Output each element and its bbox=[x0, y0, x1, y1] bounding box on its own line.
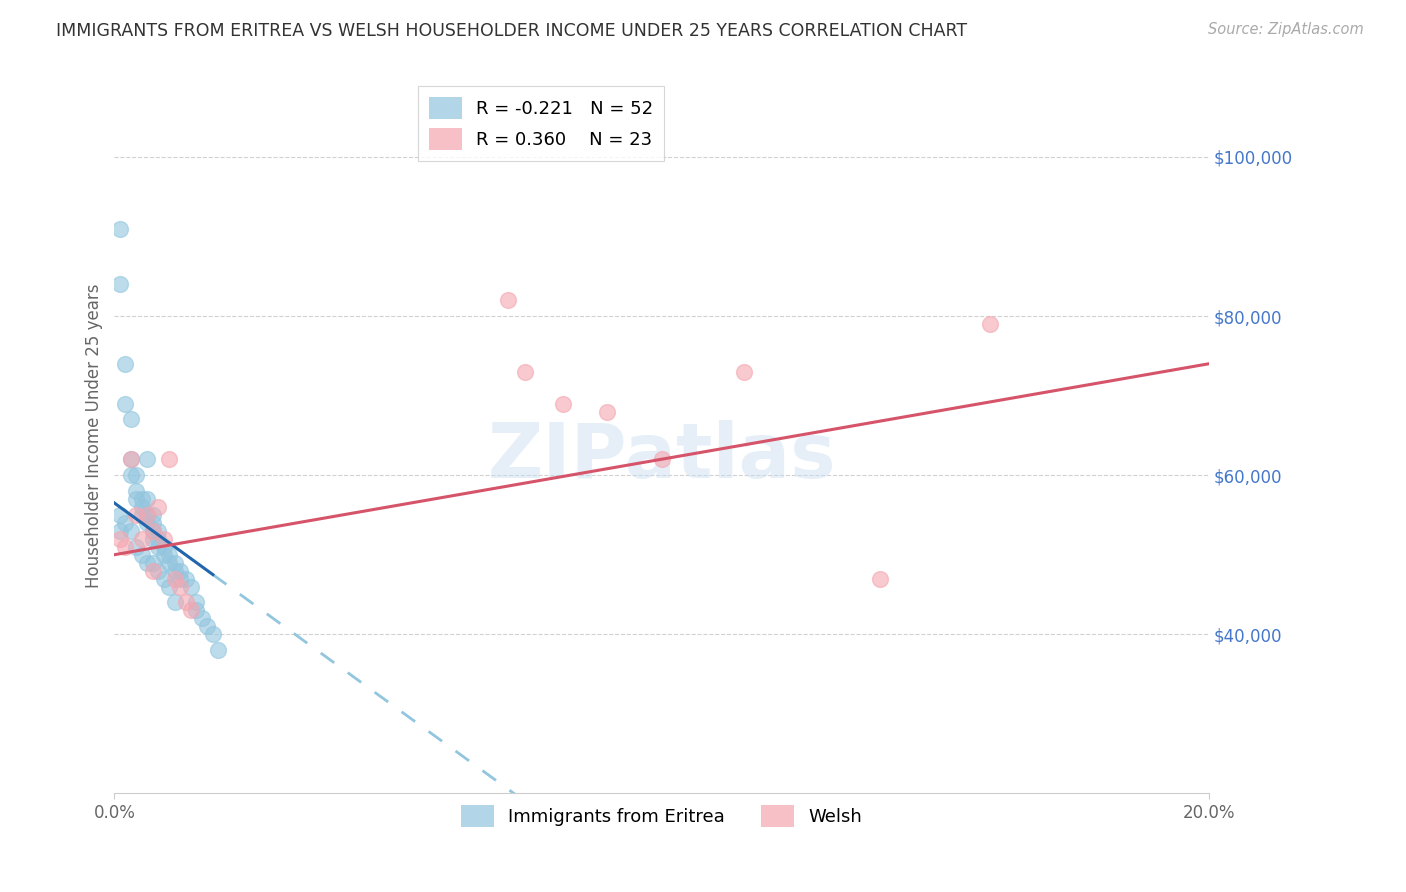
Point bbox=[120, 468, 142, 483]
Point bbox=[108, 532, 131, 546]
Point bbox=[125, 484, 148, 499]
Point bbox=[142, 564, 165, 578]
Point bbox=[174, 572, 197, 586]
Point bbox=[207, 643, 229, 657]
Point bbox=[114, 540, 136, 554]
Point bbox=[152, 540, 174, 554]
Point bbox=[180, 603, 202, 617]
Point bbox=[169, 580, 191, 594]
Point bbox=[157, 452, 180, 467]
Point bbox=[142, 524, 165, 538]
Point bbox=[551, 396, 574, 410]
Point bbox=[125, 468, 148, 483]
Point bbox=[979, 317, 1001, 331]
Point bbox=[108, 221, 131, 235]
Point bbox=[114, 516, 136, 530]
Point bbox=[136, 556, 159, 570]
Point bbox=[169, 572, 191, 586]
Point bbox=[869, 572, 891, 586]
Point bbox=[163, 595, 186, 609]
Point bbox=[180, 580, 202, 594]
Point bbox=[201, 627, 224, 641]
Point bbox=[125, 540, 148, 554]
Point bbox=[157, 548, 180, 562]
Point bbox=[131, 491, 153, 506]
Point bbox=[136, 508, 159, 522]
Point bbox=[148, 524, 170, 538]
Point bbox=[191, 611, 214, 625]
Point bbox=[108, 508, 131, 522]
Point bbox=[125, 508, 148, 522]
Point bbox=[498, 293, 520, 308]
Point bbox=[186, 595, 208, 609]
Point bbox=[125, 491, 148, 506]
Point bbox=[163, 564, 186, 578]
Y-axis label: Householder Income Under 25 years: Householder Income Under 25 years bbox=[86, 283, 103, 588]
Point bbox=[131, 500, 153, 514]
Text: IMMIGRANTS FROM ERITREA VS WELSH HOUSEHOLDER INCOME UNDER 25 YEARS CORRELATION C: IMMIGRANTS FROM ERITREA VS WELSH HOUSEHO… bbox=[56, 22, 967, 40]
Point bbox=[136, 516, 159, 530]
Point bbox=[733, 365, 755, 379]
Point bbox=[513, 365, 536, 379]
Point bbox=[131, 548, 153, 562]
Point bbox=[152, 532, 174, 546]
Point bbox=[152, 572, 174, 586]
Point bbox=[114, 396, 136, 410]
Point bbox=[148, 540, 170, 554]
Text: ZIPatlas: ZIPatlas bbox=[488, 420, 835, 494]
Point bbox=[120, 412, 142, 426]
Point bbox=[157, 556, 180, 570]
Point bbox=[596, 404, 619, 418]
Point bbox=[136, 508, 159, 522]
Point bbox=[136, 452, 159, 467]
Point bbox=[136, 491, 159, 506]
Point bbox=[148, 532, 170, 546]
Point bbox=[152, 548, 174, 562]
Point bbox=[169, 564, 191, 578]
Point bbox=[108, 277, 131, 292]
Point bbox=[114, 357, 136, 371]
Point bbox=[148, 500, 170, 514]
Point bbox=[108, 524, 131, 538]
Point bbox=[131, 508, 153, 522]
Point bbox=[120, 452, 142, 467]
Point bbox=[142, 524, 165, 538]
Point bbox=[186, 603, 208, 617]
Point bbox=[142, 516, 165, 530]
Point bbox=[174, 595, 197, 609]
Point bbox=[163, 572, 186, 586]
Point bbox=[142, 508, 165, 522]
Point bbox=[131, 532, 153, 546]
Point bbox=[157, 580, 180, 594]
Legend: Immigrants from Eritrea, Welsh: Immigrants from Eritrea, Welsh bbox=[454, 798, 869, 834]
Text: Source: ZipAtlas.com: Source: ZipAtlas.com bbox=[1208, 22, 1364, 37]
Point bbox=[650, 452, 672, 467]
Point bbox=[142, 556, 165, 570]
Point bbox=[142, 532, 165, 546]
Point bbox=[148, 564, 170, 578]
Point bbox=[120, 452, 142, 467]
Point bbox=[120, 524, 142, 538]
Point bbox=[197, 619, 219, 633]
Point bbox=[163, 556, 186, 570]
